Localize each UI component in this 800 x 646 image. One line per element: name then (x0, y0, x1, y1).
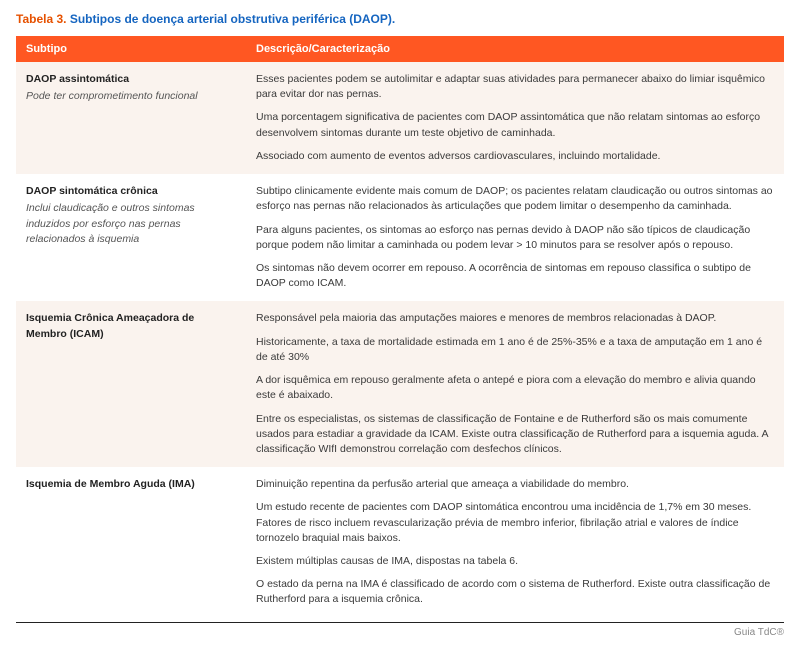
desc-para: Responsável pela maioria das amputações … (256, 311, 774, 326)
desc-para: O estado da perna na IMA é classificado … (256, 577, 774, 607)
table-row: Isquemia Crônica Ameaçadora de Membro (I… (16, 301, 784, 467)
cell-subtype: DAOP sintomática crônica Inclui claudica… (16, 174, 246, 301)
table-row: DAOP sintomática crônica Inclui claudica… (16, 174, 784, 301)
subtype-note: Pode ter comprometimento funcional (26, 89, 236, 104)
footer: Guia TdC® (16, 622, 784, 638)
desc-para: Diminuição repentina da perfusão arteria… (256, 477, 774, 492)
footer-text: Guia TdC® (734, 627, 784, 638)
desc-para: Associado com aumento de eventos adverso… (256, 149, 774, 164)
subtype-name: Isquemia Crônica Ameaçadora de Membro (I… (26, 311, 236, 341)
cell-subtype: Isquemia de Membro Aguda (IMA) (16, 467, 246, 618)
desc-para: Entre os especialistas, os sistemas de c… (256, 412, 774, 458)
cell-subtype: DAOP assintomática Pode ter comprometime… (16, 62, 246, 174)
desc-para: A dor isquêmica em repouso geralmente af… (256, 373, 774, 403)
cell-desc: Subtipo clinicamente evidente mais comum… (246, 174, 784, 301)
subtype-note: Inclui claudicação e outros sintomas ind… (26, 201, 236, 247)
cell-desc: Esses pacientes podem se autolimitar e a… (246, 62, 784, 174)
col-header-subtipo: Subtipo (16, 36, 246, 62)
desc-para: Uma porcentagem significativa de pacient… (256, 110, 774, 140)
table-container: Tabela 3. Subtipos de doença arterial ob… (0, 0, 800, 646)
table-row: DAOP assintomática Pode ter comprometime… (16, 62, 784, 174)
col-header-descricao: Descrição/Caracterização (246, 36, 784, 62)
desc-para: Subtipo clinicamente evidente mais comum… (256, 184, 774, 214)
subtype-name: DAOP sintomática crônica (26, 184, 236, 199)
cell-desc: Diminuição repentina da perfusão arteria… (246, 467, 784, 618)
table-row: Isquemia de Membro Aguda (IMA) Diminuiçã… (16, 467, 784, 618)
table-header-row: Subtipo Descrição/Caracterização (16, 36, 784, 62)
subtype-name: Isquemia de Membro Aguda (IMA) (26, 477, 236, 492)
subtypes-table: Subtipo Descrição/Caracterização DAOP as… (16, 36, 784, 618)
desc-para: Um estudo recente de pacientes com DAOP … (256, 500, 774, 546)
table-caption: Subtipos de doença arterial obstrutiva p… (70, 12, 395, 26)
desc-para: Para alguns pacientes, os sintomas ao es… (256, 223, 774, 253)
desc-para: Os sintomas não devem ocorrer em repouso… (256, 261, 774, 291)
desc-para: Esses pacientes podem se autolimitar e a… (256, 72, 774, 102)
table-body: DAOP assintomática Pode ter comprometime… (16, 62, 784, 618)
table-number: Tabela 3. (16, 12, 66, 26)
cell-desc: Responsável pela maioria das amputações … (246, 301, 784, 467)
desc-para: Existem múltiplas causas de IMA, dispost… (256, 554, 774, 569)
cell-subtype: Isquemia Crônica Ameaçadora de Membro (I… (16, 301, 246, 467)
desc-para: Historicamente, a taxa de mortalidade es… (256, 335, 774, 365)
table-title: Tabela 3. Subtipos de doença arterial ob… (16, 12, 784, 26)
subtype-name: DAOP assintomática (26, 72, 236, 87)
